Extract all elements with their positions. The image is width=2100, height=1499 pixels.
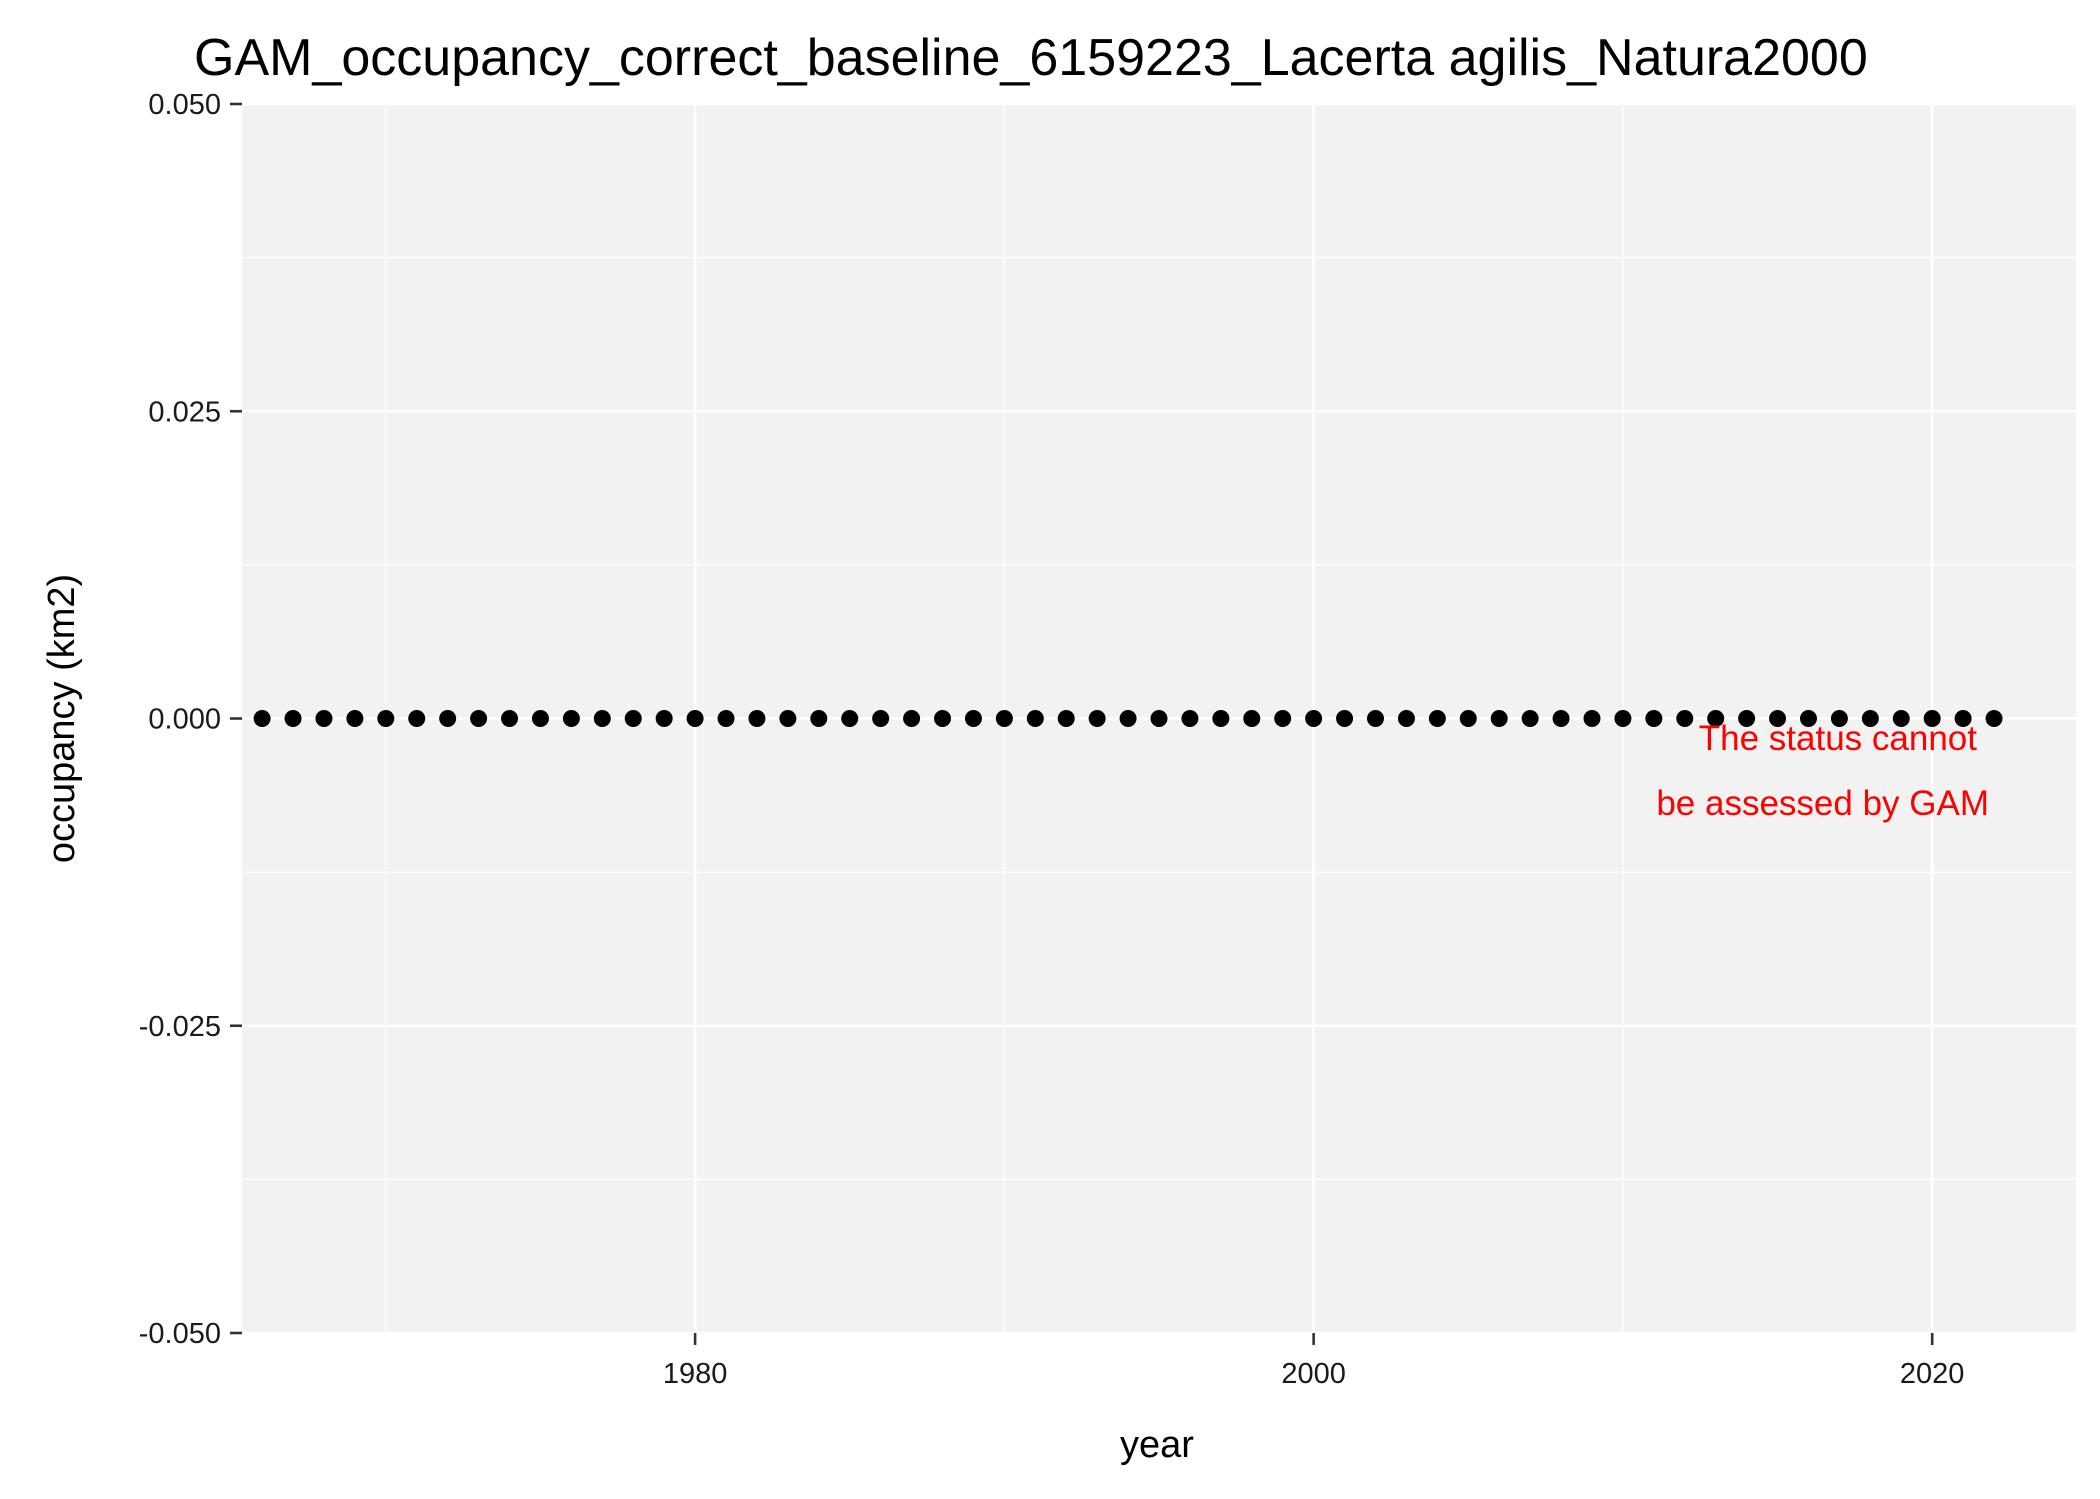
data-point <box>1119 710 1137 727</box>
data-point <box>686 710 704 727</box>
data-point <box>1459 710 1477 727</box>
data-point <box>1707 710 1725 727</box>
data-point <box>531 710 549 727</box>
y-tick-label: -0.050 <box>139 1318 221 1350</box>
data-point <box>655 710 673 727</box>
data-point <box>872 710 890 727</box>
y-tick-label: 0.000 <box>148 704 221 736</box>
annotation: The status cannot be assessed by GAM <box>1656 719 1989 823</box>
x-tick-label: 2000 <box>1281 1358 1346 1390</box>
data-point <box>995 710 1013 727</box>
data-point <box>964 710 982 727</box>
data-point <box>779 710 797 727</box>
data-point <box>1892 710 1910 727</box>
data-point <box>810 710 828 727</box>
data-point <box>1583 710 1601 727</box>
data-point <box>408 710 426 727</box>
x-axis: 1980 2000 2020 <box>663 1333 1965 1390</box>
data-point <box>1676 710 1694 727</box>
data-point <box>1490 710 1508 727</box>
y-tick-label: -0.025 <box>139 1011 221 1043</box>
data-point <box>1521 710 1539 727</box>
data-point <box>377 710 395 727</box>
x-axis-title: year <box>1120 1424 1194 1466</box>
data-point <box>1645 710 1663 727</box>
data-point <box>253 710 271 727</box>
data-point <box>1305 710 1323 727</box>
data-point <box>748 710 766 727</box>
data-point <box>501 710 519 727</box>
data-point <box>1243 710 1261 727</box>
data-point <box>470 710 488 727</box>
data-point <box>1366 710 1384 727</box>
annotation-line-1: The status cannot <box>1699 719 1977 758</box>
data-point <box>1026 710 1044 727</box>
y-tick-label: 0.025 <box>148 396 221 428</box>
data-point <box>593 710 611 727</box>
data-point <box>1552 710 1570 727</box>
chart-title: GAM_occupancy_correct_baseline_6159223_L… <box>194 29 1868 87</box>
data-point <box>1614 710 1632 727</box>
y-axis: -0.050 -0.025 0.000 0.025 0.050 <box>139 89 242 1350</box>
data-point <box>1088 710 1106 727</box>
data-point <box>439 710 457 727</box>
data-point <box>1954 710 1972 727</box>
data-point <box>1336 710 1354 727</box>
data-point <box>934 710 952 727</box>
x-tick-label: 1980 <box>663 1358 728 1390</box>
data-point <box>1985 710 2003 727</box>
data-points <box>253 710 2003 727</box>
data-point <box>1181 710 1199 727</box>
data-point <box>1397 710 1415 727</box>
data-point <box>1923 710 1941 727</box>
data-point <box>624 710 642 727</box>
data-point <box>315 710 333 727</box>
y-tick-label: 0.050 <box>148 89 221 121</box>
data-point <box>1212 710 1230 727</box>
data-point <box>717 710 735 727</box>
data-point <box>1769 710 1787 727</box>
data-point <box>1057 710 1075 727</box>
data-point <box>1799 710 1817 727</box>
data-point <box>841 710 859 727</box>
data-point <box>1861 710 1879 727</box>
y-axis-title: occupancy (km2) <box>41 574 83 863</box>
data-point <box>1274 710 1292 727</box>
x-tick-label: 2020 <box>1900 1358 1965 1390</box>
data-point <box>1428 710 1446 727</box>
plot-panel: The status cannot be assessed by GAM <box>242 102 2076 1335</box>
data-point <box>1738 710 1756 727</box>
data-point <box>284 710 302 727</box>
data-point <box>562 710 580 727</box>
data-point <box>346 710 364 727</box>
data-point <box>1830 710 1848 727</box>
annotation-line-2: be assessed by GAM <box>1656 784 1989 823</box>
data-point <box>903 710 921 727</box>
data-point <box>1150 710 1168 727</box>
